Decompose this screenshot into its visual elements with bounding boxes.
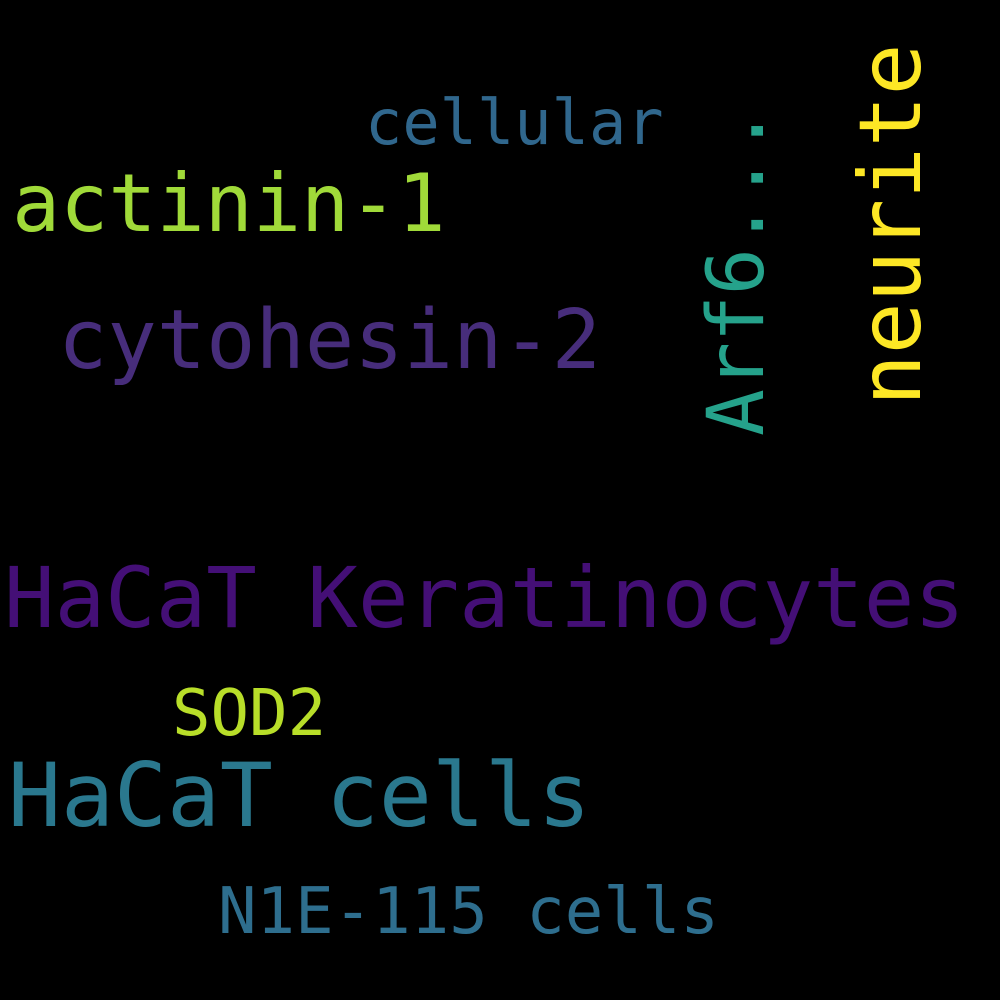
word-hacat-keratinocytes: HaCaT Keratinocytes	[4, 549, 965, 647]
word-arf6: Arf6...	[692, 107, 782, 436]
word-neurite: neurite	[841, 43, 941, 406]
word-sod2: SOD2	[172, 677, 327, 751]
word-n1e-115-cells: N1E-115 cells	[218, 875, 719, 949]
word-cellular: cellular	[365, 86, 664, 159]
word-hacat-cells: HaCaT cells	[8, 744, 591, 847]
word-cytohesin-2: cytohesin-2	[58, 293, 602, 388]
word-actinin-1: actinin-1	[12, 157, 446, 250]
